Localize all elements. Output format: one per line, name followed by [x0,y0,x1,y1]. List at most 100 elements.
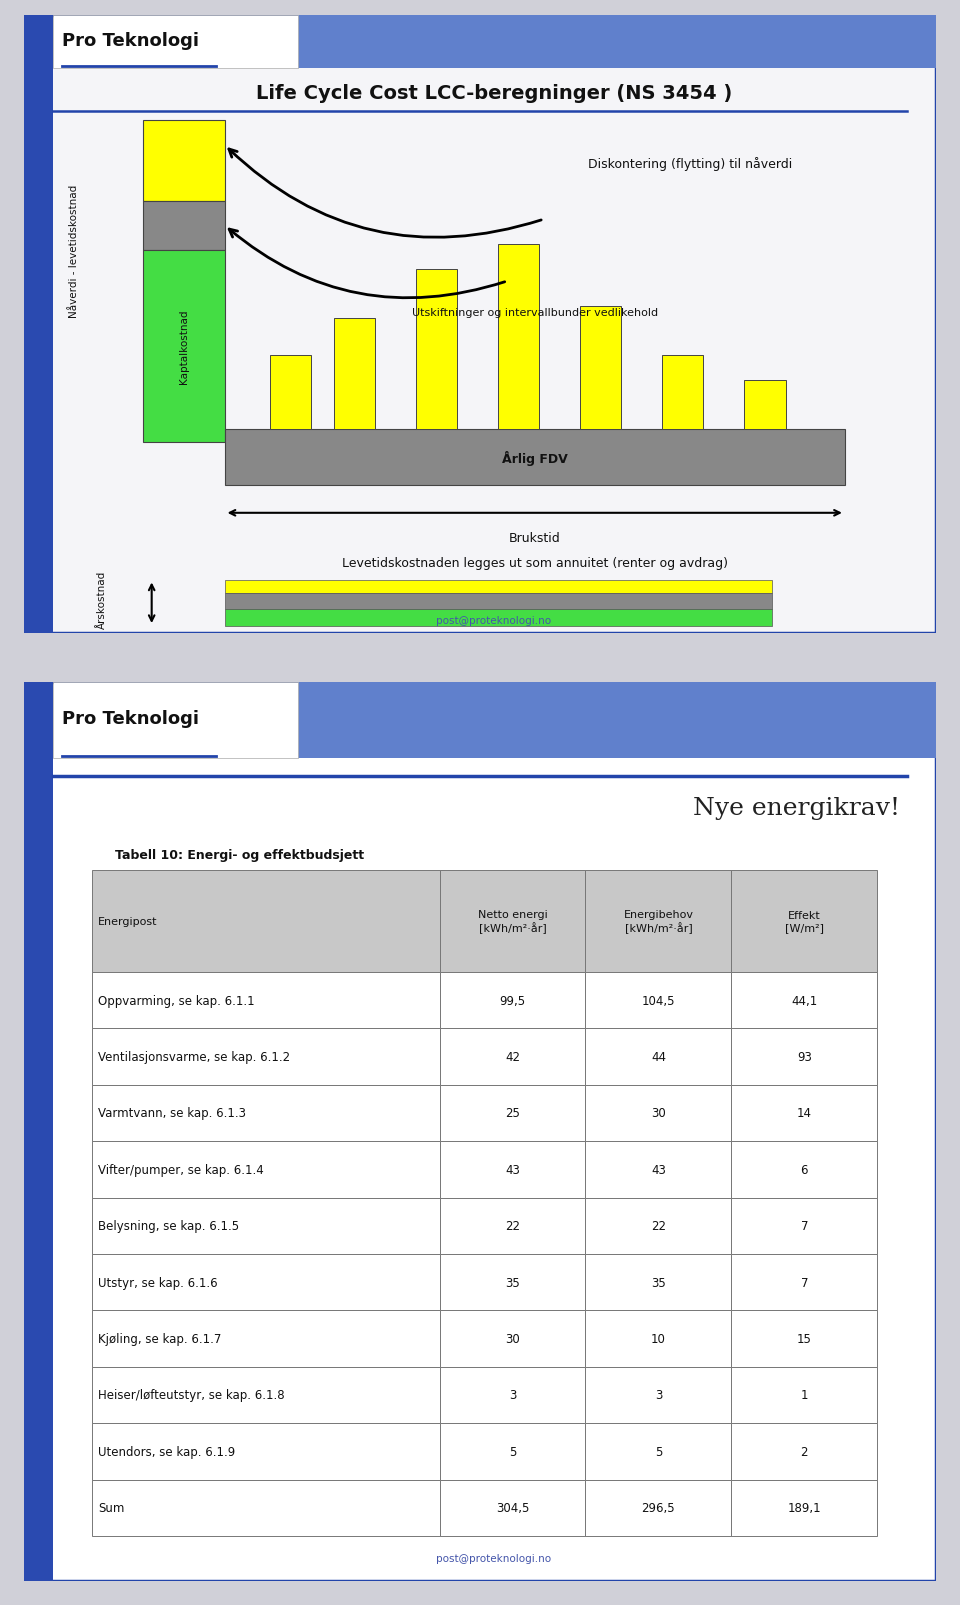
Text: 189,1: 189,1 [787,1501,821,1514]
Bar [92,1367,440,1424]
Text: Nåverdi - levetidskostnad: Nåverdi - levetidskostnad [69,185,79,318]
Bar [440,872,586,973]
Text: Årskostnad: Årskostnad [97,571,107,629]
Bar [298,16,936,69]
Text: 104,5: 104,5 [641,993,675,1006]
Bar [732,1085,877,1141]
Bar [92,1480,440,1536]
Text: Sum: Sum [98,1501,124,1514]
Text: Heiser/løfteutstyr, se kap. 6.1.8: Heiser/løfteutstyr, se kap. 6.1.8 [98,1388,284,1401]
Bar [92,1254,440,1311]
Text: 5: 5 [509,1444,516,1457]
Bar [732,1480,877,1536]
Text: post@proteknologi.no: post@proteknologi.no [436,615,551,626]
Text: 93: 93 [797,1050,812,1064]
Bar [440,1141,586,1197]
Bar [92,1311,440,1367]
Bar [92,973,440,1029]
Bar [586,973,732,1029]
Bar [586,1254,732,1311]
Bar [498,244,540,430]
Text: Energibehov
[kWh/m²·år]: Energibehov [kWh/m²·år] [623,910,693,934]
Text: 10: 10 [651,1332,666,1345]
Text: Pro Teknologi: Pro Teknologi [62,709,200,727]
Text: Netto energi
[kWh/m²·år]: Netto energi [kWh/m²·år] [478,910,547,934]
Bar [586,872,732,973]
Text: 3: 3 [655,1388,662,1401]
Bar [92,1141,440,1197]
Text: post@proteknologi.no: post@proteknologi.no [436,1554,551,1563]
Text: 7: 7 [801,1220,808,1233]
Bar [440,1085,586,1141]
Bar [586,1367,732,1424]
Text: Belysning, se kap. 6.1.5: Belysning, se kap. 6.1.5 [98,1220,239,1233]
Bar [586,1029,732,1085]
Bar [732,1254,877,1311]
Bar [53,16,298,69]
Text: 43: 43 [505,1164,520,1176]
Text: 25: 25 [505,1107,520,1120]
Bar [440,1367,586,1424]
Text: Varmtvann, se kap. 6.1.3: Varmtvann, se kap. 6.1.3 [98,1107,246,1120]
Text: 304,5: 304,5 [495,1501,529,1514]
FancyArrowPatch shape [228,149,541,238]
Text: Kjøling, se kap. 6.1.7: Kjøling, se kap. 6.1.7 [98,1332,221,1345]
Bar [225,594,772,610]
Bar [732,872,877,973]
Bar [440,1480,586,1536]
Text: Pro Teknologi: Pro Teknologi [62,32,200,50]
Bar [92,1197,440,1254]
Text: 44: 44 [651,1050,666,1064]
Text: Diskontering (flytting) til nåverdi: Diskontering (flytting) til nåverdi [588,157,792,172]
Bar [271,356,311,430]
Bar [440,1424,586,1480]
Text: 5: 5 [655,1444,662,1457]
Text: Levetidskostnaden legges ut som annuitet (renter og avdrag): Levetidskostnaden legges ut som annuitet… [342,557,728,570]
Text: 42: 42 [505,1050,520,1064]
Bar [24,16,53,634]
Text: 35: 35 [505,1276,520,1289]
Bar [142,120,225,201]
Bar [440,1029,586,1085]
Text: 30: 30 [651,1107,666,1120]
Text: Årlig FDV: Årlig FDV [502,451,567,465]
Text: Kaptalkostnad: Kaptalkostnad [179,310,188,384]
Text: 44,1: 44,1 [791,993,818,1006]
Text: Utendors, se kap. 6.1.9: Utendors, se kap. 6.1.9 [98,1444,235,1457]
Bar [225,430,845,486]
Bar [92,1424,440,1480]
Text: 15: 15 [797,1332,812,1345]
Text: Effekt
[W/m²]: Effekt [W/m²] [785,910,824,933]
Bar [732,1367,877,1424]
Text: Life Cycle Cost LCC-beregninger (NS 3454 ): Life Cycle Cost LCC-beregninger (NS 3454… [255,83,732,103]
Text: 1: 1 [801,1388,808,1401]
Bar [24,682,53,1581]
Bar [580,307,621,430]
Text: 22: 22 [651,1220,666,1233]
Bar [416,270,457,430]
Text: Nye energikrav!: Nye energikrav! [692,796,900,820]
Bar [334,319,375,430]
Text: Brukstid: Brukstid [509,531,561,546]
Text: Ventilasjonsvarme, se kap. 6.1.2: Ventilasjonsvarme, se kap. 6.1.2 [98,1050,290,1064]
Bar [586,1424,732,1480]
Bar [225,581,772,594]
Bar [745,380,785,430]
Bar [142,201,225,250]
Text: 30: 30 [505,1332,520,1345]
Text: 7: 7 [801,1276,808,1289]
Bar [440,1254,586,1311]
Text: 3: 3 [509,1388,516,1401]
Bar [732,973,877,1029]
Bar [732,1424,877,1480]
Bar [225,610,772,626]
Bar [732,1197,877,1254]
Text: 43: 43 [651,1164,666,1176]
Bar [440,1197,586,1254]
Bar [732,1141,877,1197]
Text: Utskiftninger og intervallbunder vedlikehold: Utskiftninger og intervallbunder vedlike… [412,308,658,318]
Text: 22: 22 [505,1220,520,1233]
Text: 2: 2 [801,1444,808,1457]
Bar [298,682,936,759]
Bar [92,1085,440,1141]
